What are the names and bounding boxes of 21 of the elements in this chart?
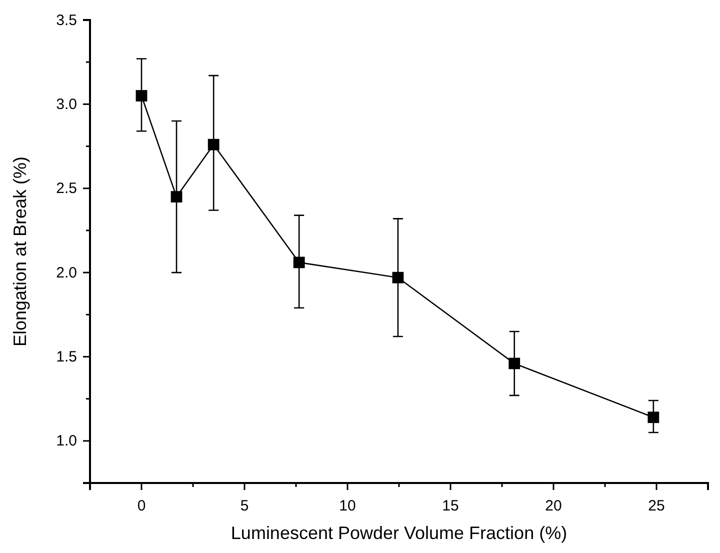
point (170, 191, 182, 202)
y-tick-label: 2.0 (56, 264, 77, 282)
y-tick-label: 1.0 (56, 432, 77, 450)
point (208, 138, 220, 150)
x-tick-label: 25 (648, 498, 665, 515)
x-tick-label: 10 (339, 498, 356, 515)
x-tick-label: 5 (240, 498, 249, 515)
y-tick-label: 3.5 (56, 12, 77, 29)
point (136, 90, 148, 102)
x-tick-label: 15 (442, 498, 459, 515)
point (508, 358, 520, 370)
x-axis-title: Luminescent Powder Volume Fraction (%) (230, 523, 568, 543)
y-tick-label: 3.0 (56, 96, 77, 113)
x-tick-label: 20 (545, 498, 562, 515)
y-tick-label: 1.5 (56, 348, 77, 366)
point (392, 272, 404, 284)
point (648, 412, 660, 424)
point (293, 256, 305, 268)
x-tick-label: 0 (137, 498, 146, 515)
y-axis-title: Elongation at Break (%) (10, 156, 30, 347)
y-tick-label: 2.5 (56, 180, 77, 198)
